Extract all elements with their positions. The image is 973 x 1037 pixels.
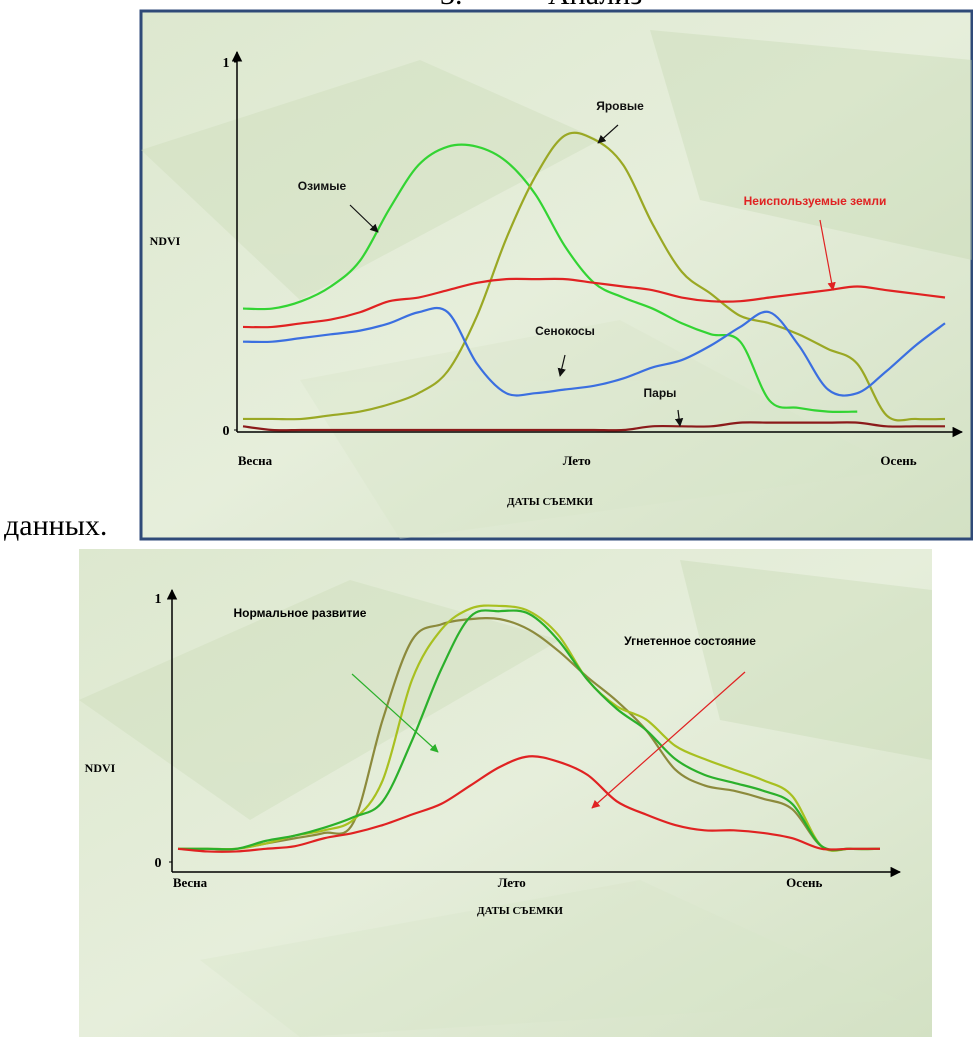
document: 3. Анализ данных. 0 1 Весна Лето Осень NDVI ДА… (0, 0, 973, 1037)
y-tick-label: 0 (223, 424, 230, 439)
x-tick-label: Весна (173, 875, 208, 890)
y-axis-label: NDVI (85, 761, 116, 775)
x-tick-label: Осень (880, 453, 916, 468)
continuation-text: данных. (4, 509, 107, 542)
y-tick-label: 0 (155, 856, 162, 871)
y-tick-label: 1 (223, 56, 230, 71)
y-tick-label: 1 (155, 592, 162, 607)
annotation: Угнетенное состояние (624, 634, 756, 648)
heading-number: 3. (440, 0, 463, 11)
x-tick-label: Весна (238, 453, 273, 468)
series-label: Неиспользуемые земли (744, 194, 887, 208)
series-label: Яровые (596, 99, 644, 113)
series-label: Озимые (298, 179, 347, 193)
y-axis-label: NDVI (150, 234, 181, 248)
x-axis-label: ДАТЫ СЪЕМКИ (477, 905, 563, 917)
series-label: Сенокосы (535, 324, 595, 338)
x-tick-label: Лето (498, 875, 526, 890)
x-tick-label: Лето (563, 453, 591, 468)
annotation: Нормальное развитие (234, 606, 367, 620)
series-label: Пары (644, 386, 677, 400)
page: {"heading_number": "3.", "heading_text":… (0, 0, 973, 1037)
heading-text: Анализ (548, 0, 642, 11)
x-axis-label: ДАТЫ СЪЕМКИ (507, 496, 593, 508)
x-tick-label: Осень (786, 875, 822, 890)
